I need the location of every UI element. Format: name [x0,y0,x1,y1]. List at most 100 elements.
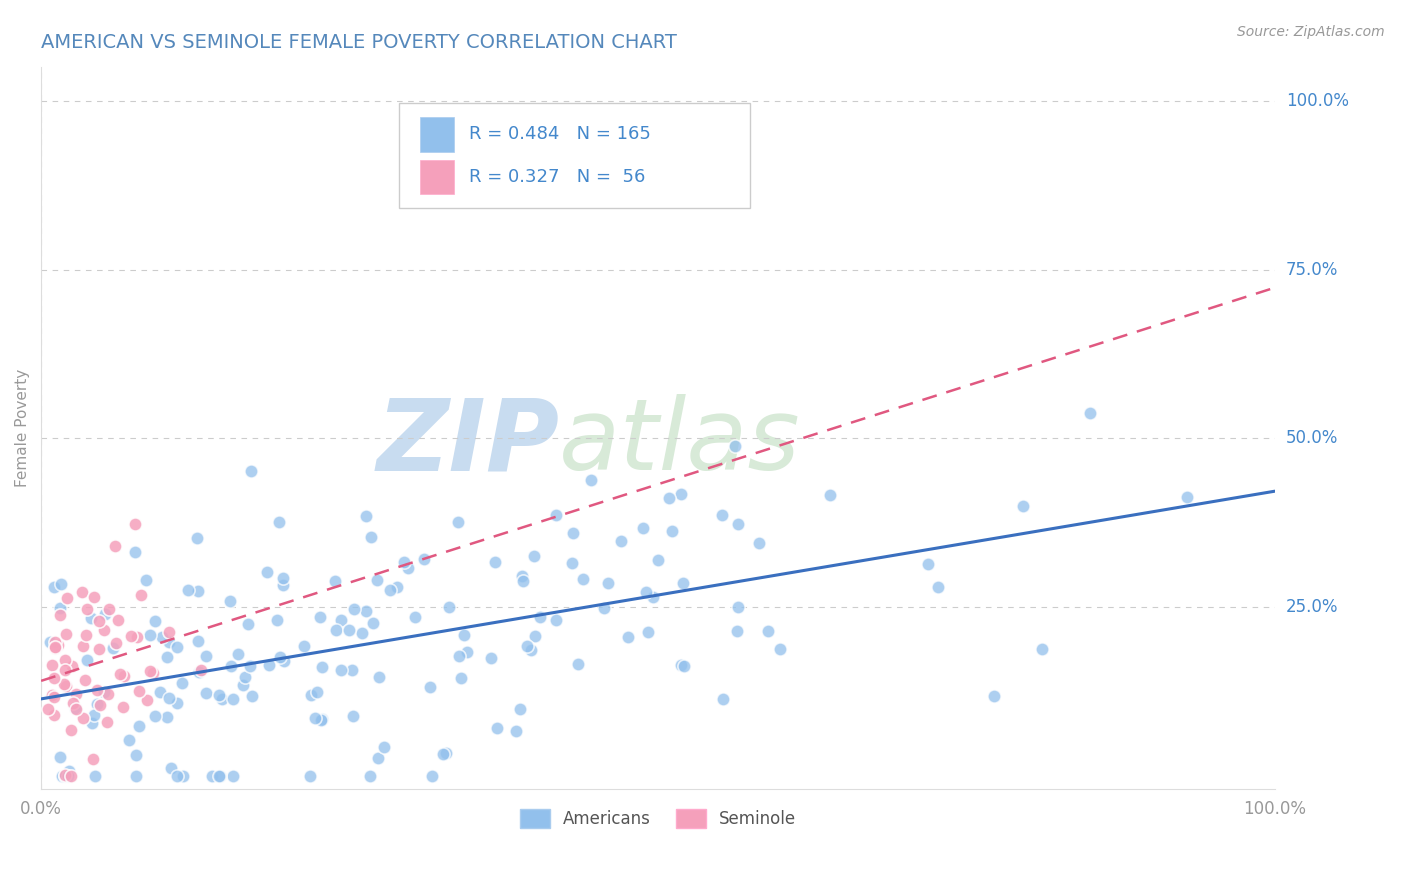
Point [432,747,454,761]
Point [510,569,533,583]
Point [48,749,70,764]
Point [367,750,389,764]
Point [51,769,73,783]
Point [240,464,263,478]
Point [65,701,87,715]
Point [128,719,150,733]
Point [271,578,294,592]
Point [818,488,841,502]
Point [572,572,595,586]
Point [120,629,142,643]
Point [305,685,328,699]
Point [62,696,84,710]
Point [38,635,60,649]
Point [617,631,640,645]
Point [219,594,242,608]
Point [83,590,105,604]
Point [195,686,218,700]
Text: AMERICAN VS SEMINOLE FEMALE POVERTY CORRELATION CHART: AMERICAN VS SEMINOLE FEMALE POVERTY CORR… [41,33,676,52]
Point [53,768,76,782]
Point [239,658,262,673]
Point [311,712,333,726]
Point [160,760,183,774]
Point [725,624,748,638]
Point [53,677,76,691]
Y-axis label: Female Poverty: Female Poverty [15,369,30,487]
Point [128,684,150,698]
FancyBboxPatch shape [399,103,751,208]
Point [82,751,104,765]
Text: ZIP: ZIP [377,394,560,491]
Point [143,614,166,628]
Point [449,649,471,664]
Point [124,545,146,559]
Point [360,530,382,544]
Point [49,601,72,615]
Point [661,524,683,539]
Point [138,628,160,642]
Point [79,611,101,625]
Point [266,613,288,627]
Point [104,539,127,553]
Point [221,692,243,706]
Point [546,508,568,522]
Point [72,639,94,653]
Point [166,640,188,654]
Point [157,634,180,648]
Point [523,549,546,564]
Point [76,602,98,616]
Point [177,582,200,597]
Point [259,658,281,673]
Point [93,624,115,638]
Point [669,487,692,501]
Point [58,764,80,779]
Point [166,769,188,783]
Point [561,556,583,570]
Point [713,692,735,706]
Point [87,642,110,657]
Point [516,640,538,654]
Point [437,599,460,614]
Point [93,684,115,698]
Point [643,590,665,604]
Point [396,560,419,574]
Point [304,711,326,725]
Point [658,491,681,505]
Point [118,733,141,747]
Point [673,659,696,673]
Point [135,574,157,588]
Point [711,508,734,522]
Point [917,557,939,571]
Text: 75.0%: 75.0% [1286,260,1339,278]
Point [453,628,475,642]
Point [157,625,180,640]
Point [236,616,259,631]
Point [65,687,87,701]
Point [669,658,692,673]
FancyBboxPatch shape [420,117,454,152]
Point [222,769,245,783]
Point [172,676,194,690]
Point [187,584,209,599]
Point [42,580,65,594]
Point [124,517,146,532]
Point [207,769,229,783]
Point [748,535,770,549]
Point [104,636,127,650]
Point [89,698,111,713]
Point [385,580,408,594]
Point [97,602,120,616]
Point [350,626,373,640]
Point [342,708,364,723]
Point [610,533,633,548]
Point [83,707,105,722]
Point [44,641,66,656]
Point [1012,499,1035,513]
Point [96,715,118,730]
Point [724,439,747,453]
Point [509,702,531,716]
Point [136,693,159,707]
Point [82,715,104,730]
Point [579,473,602,487]
Point [139,664,162,678]
